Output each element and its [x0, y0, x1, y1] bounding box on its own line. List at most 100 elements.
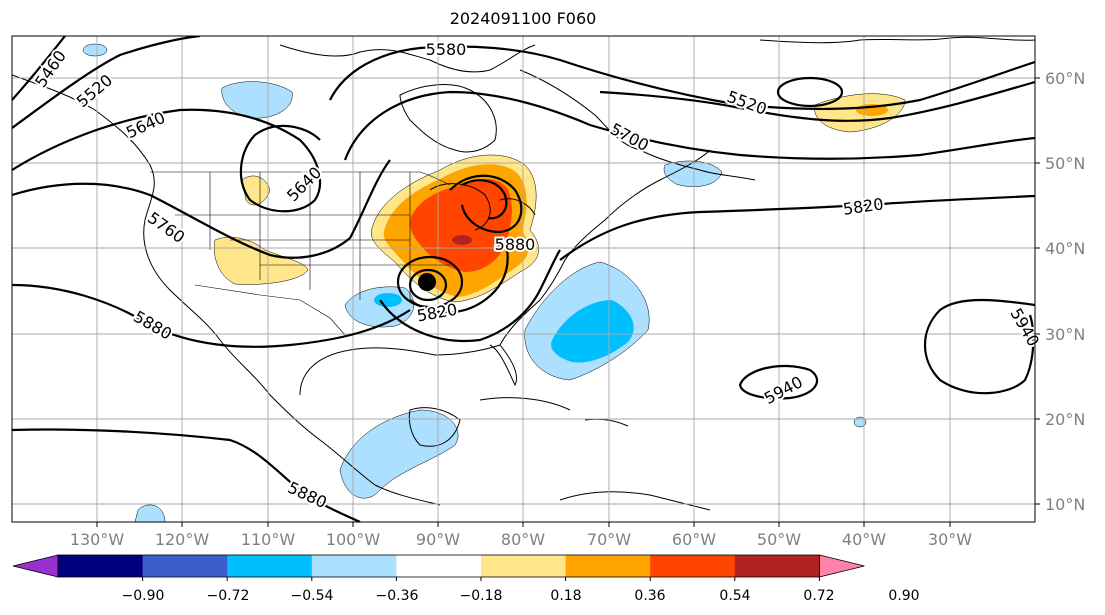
contour-label: 5640 [123, 108, 168, 142]
graticule [12, 36, 1035, 522]
warm-anomaly-core [452, 235, 472, 245]
contour-label: 5520 [725, 87, 770, 119]
coast-labrador [519, 69, 756, 181]
contour-label: 5820 [842, 194, 885, 218]
height-contours [12, 36, 1035, 522]
colorbar-tick-label: −0.54 [291, 588, 334, 604]
colorbar-tick-label: 0.36 [634, 588, 665, 604]
warm-patch-idaho [241, 175, 271, 206]
lon-label: 120°W [155, 530, 210, 549]
lat-label: 20°N [1045, 410, 1085, 429]
contour-ring-storm-inner [408, 268, 448, 302]
contour-5880-south [12, 428, 361, 522]
lon-label: 80°W [501, 530, 545, 549]
colorbar-tick-label: 0.18 [550, 588, 581, 604]
lat-label: 50°N [1045, 154, 1085, 173]
border-us-mexico [194, 284, 346, 336]
cold-patch-atlantic-core [551, 300, 634, 363]
coast-pacific-north [12, 74, 441, 506]
contour-5880-east [409, 239, 509, 314]
contour-5880-west [12, 283, 411, 348]
cold-patch-small-alaska [82, 43, 108, 57]
storm-center-marker [418, 273, 436, 291]
contour-5460 [12, 36, 66, 101]
cold-patch-small-east [853, 416, 867, 428]
colorbar-segment [58, 555, 144, 577]
lon-label: 60°W [672, 530, 716, 549]
contour-5640 [12, 108, 322, 213]
lon-label: 100°W [326, 530, 381, 549]
lat-label: 40°N [1045, 239, 1085, 258]
coast-cuba [479, 397, 571, 411]
contour-label: 5880 [495, 235, 536, 254]
colorbar-tick-label: 0.54 [719, 588, 750, 604]
coast-greenland [759, 36, 1035, 44]
coast-gulf [299, 344, 517, 396]
contour-5940-east [923, 298, 1035, 395]
colorbar-tick-label: −0.90 [122, 588, 165, 604]
colorbar-extend-high [819, 554, 865, 578]
contour-5820-north [559, 194, 1035, 261]
contour-5520-west [12, 36, 201, 129]
contour-label: 5460 [31, 47, 70, 91]
contour-5700 [343, 90, 1035, 161]
colorbar-segment [396, 555, 482, 577]
colorbar-segment [481, 555, 567, 577]
colorbar-tick-label: −0.36 [376, 588, 419, 604]
contour-label: 5940 [1006, 305, 1043, 350]
anomaly-shading [82, 43, 906, 522]
lon-label: 130°W [70, 530, 125, 549]
contour-5820-south [379, 249, 561, 342]
warm-patch-rockies [214, 237, 309, 285]
contour-label: 5520 [73, 70, 116, 111]
lon-labels: 130°W 120°W 110°W 100°W 90°W 80°W 70°W 6… [70, 530, 972, 549]
coast-south-america [559, 491, 711, 511]
lon-label: 70°W [587, 530, 631, 549]
coast-canada-north [279, 44, 536, 73]
colorbar-segment [142, 555, 228, 577]
lat-label: 10°N [1045, 495, 1085, 514]
lon-label: 30°W [928, 530, 972, 549]
contour-5580 [329, 45, 1035, 111]
coast-atlantic [499, 149, 711, 346]
contour-low-rings [449, 174, 523, 234]
lat-label: 30°N [1045, 325, 1085, 344]
cold-patch-texas-core [374, 293, 402, 307]
colorbar-segment [734, 555, 820, 577]
colorbar-segment [650, 555, 736, 577]
colorbar-segment [311, 555, 397, 577]
contour-5760 [12, 159, 391, 259]
contour-5520-east [599, 80, 1035, 122]
colorbar-tick-label: −0.72 [207, 588, 250, 604]
contour-5940-closed [738, 364, 818, 400]
contour-label: 5820 [415, 300, 458, 326]
coast-hispaniola [584, 418, 629, 427]
colorbar-extend-low [12, 554, 59, 578]
cold-patch-montana [221, 81, 293, 119]
cold-patch-pacific-south [134, 504, 166, 522]
border-us-canada [150, 171, 451, 186]
state-grid [175, 172, 450, 300]
colorbar-segment [565, 555, 651, 577]
lon-label: 90°W [416, 530, 460, 549]
lon-label: 110°W [241, 530, 296, 549]
contour-label: 5700 [607, 119, 652, 155]
colorbar-ticks: −0.90 −0.72 −0.54 −0.36 −0.18 0.18 0.36 … [122, 588, 920, 604]
warm-anomaly-red [410, 178, 512, 272]
lat-tick-marks [1035, 77, 1040, 505]
colorbar-tick-label: −0.18 [460, 588, 503, 604]
map-title: 2024091100 F060 [449, 9, 597, 28]
colorbar-segment [227, 555, 313, 577]
contour-closed-5520 [776, 76, 844, 108]
lat-label: 60°N [1045, 69, 1085, 88]
state-borders [150, 171, 451, 336]
contour-ring-storm [396, 255, 464, 309]
lon-label: 40°W [842, 530, 886, 549]
cold-patch-central-america [339, 409, 459, 499]
contour-label: 5880 [285, 478, 330, 512]
coast-hudson-bay [399, 84, 497, 153]
cold-patch-texas [344, 286, 414, 328]
lon-label: 50°W [757, 530, 801, 549]
contour-label: 5940 [761, 372, 806, 408]
